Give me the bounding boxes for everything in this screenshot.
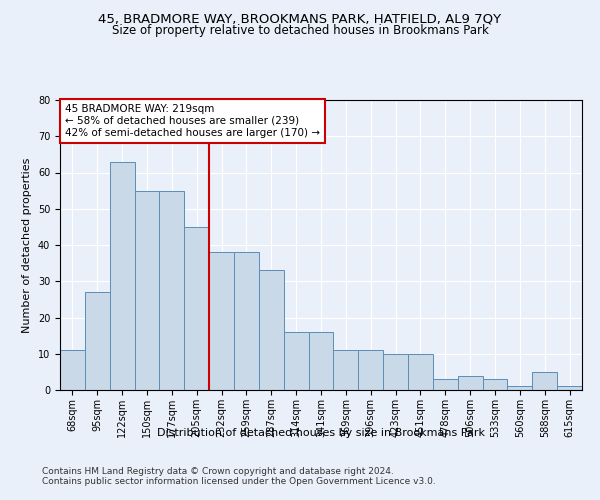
Text: Size of property relative to detached houses in Brookmans Park: Size of property relative to detached ho… [112, 24, 488, 37]
Bar [259, 270, 284, 390]
Bar [482, 379, 508, 390]
Bar [458, 376, 482, 390]
Bar [209, 252, 234, 390]
Bar [433, 379, 458, 390]
Text: Contains HM Land Registry data © Crown copyright and database right 2024.: Contains HM Land Registry data © Crown c… [42, 467, 394, 476]
Bar [234, 252, 259, 390]
Bar [184, 227, 209, 390]
Text: 45 BRADMORE WAY: 219sqm
← 58% of detached houses are smaller (239)
42% of semi-d: 45 BRADMORE WAY: 219sqm ← 58% of detache… [65, 104, 320, 138]
Bar [308, 332, 334, 390]
Bar [110, 162, 134, 390]
Text: 45, BRADMORE WAY, BROOKMANS PARK, HATFIELD, AL9 7QY: 45, BRADMORE WAY, BROOKMANS PARK, HATFIE… [98, 12, 502, 26]
Text: Distribution of detached houses by size in Brookmans Park: Distribution of detached houses by size … [157, 428, 485, 438]
Y-axis label: Number of detached properties: Number of detached properties [22, 158, 32, 332]
Bar [60, 350, 85, 390]
Bar [383, 354, 408, 390]
Bar [358, 350, 383, 390]
Bar [508, 386, 532, 390]
Bar [532, 372, 557, 390]
Bar [557, 386, 582, 390]
Text: Contains public sector information licensed under the Open Government Licence v3: Contains public sector information licen… [42, 477, 436, 486]
Bar [85, 292, 110, 390]
Bar [284, 332, 308, 390]
Bar [160, 190, 184, 390]
Bar [134, 190, 160, 390]
Bar [334, 350, 358, 390]
Bar [408, 354, 433, 390]
